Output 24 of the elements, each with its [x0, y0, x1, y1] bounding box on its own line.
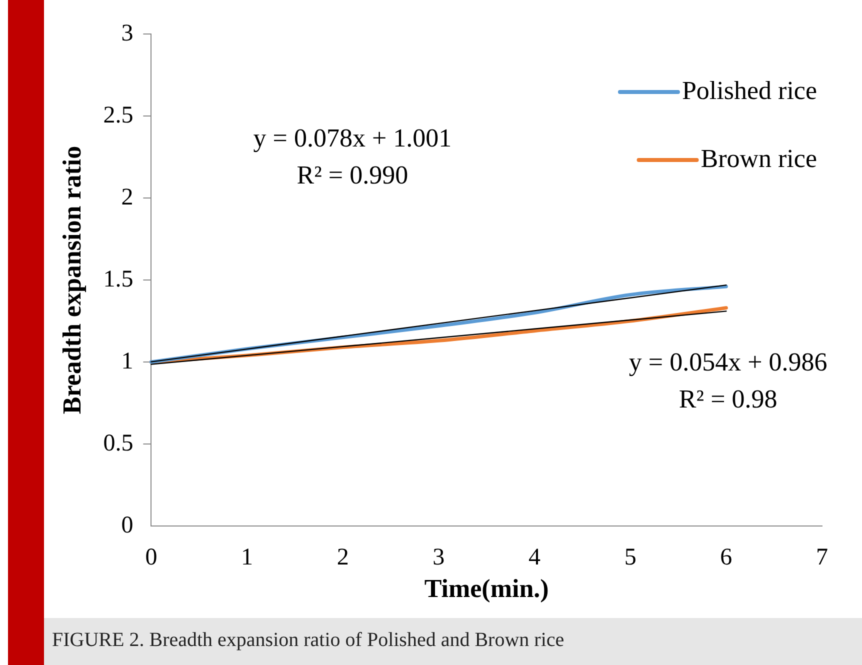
- y-tick-label: 3: [121, 20, 134, 46]
- annotation: y = 0.054x + 0.986: [628, 347, 828, 376]
- y-tick-label: 2: [121, 184, 134, 210]
- caption: FIGURE 2. Breadth expansion ratio of Polished and Brown rice: [44, 618, 862, 665]
- x-tick-label: 4: [528, 544, 541, 571]
- x-tick-label: 5: [624, 544, 636, 571]
- x-tick-label: 0: [145, 544, 158, 571]
- x-tick-label: 3: [432, 544, 445, 571]
- x-tick-label: 2: [336, 544, 349, 571]
- annotation: R² = 0.990: [296, 160, 408, 190]
- legend-label: Polished rice: [682, 76, 817, 105]
- x-tick-label: 6: [720, 544, 732, 571]
- y-tick-label: 0.5: [103, 430, 134, 456]
- y-tick-label: 1.5: [103, 266, 134, 292]
- y-tick-label: 2.5: [103, 102, 134, 128]
- x-tick-label: 7: [816, 544, 828, 571]
- y-axis-title: Breadth expansion ratio: [57, 146, 86, 414]
- y-tick-label: 1: [121, 348, 134, 374]
- annotation: y = 0.078x + 1.001: [253, 124, 452, 153]
- x-axis-title: Time(min.): [424, 574, 549, 604]
- legend-label: Brown rice: [700, 144, 817, 173]
- x-tick-label: 1: [241, 544, 254, 571]
- annotation: R² = 0.98: [678, 384, 778, 414]
- y-tick-label: 0: [121, 512, 134, 538]
